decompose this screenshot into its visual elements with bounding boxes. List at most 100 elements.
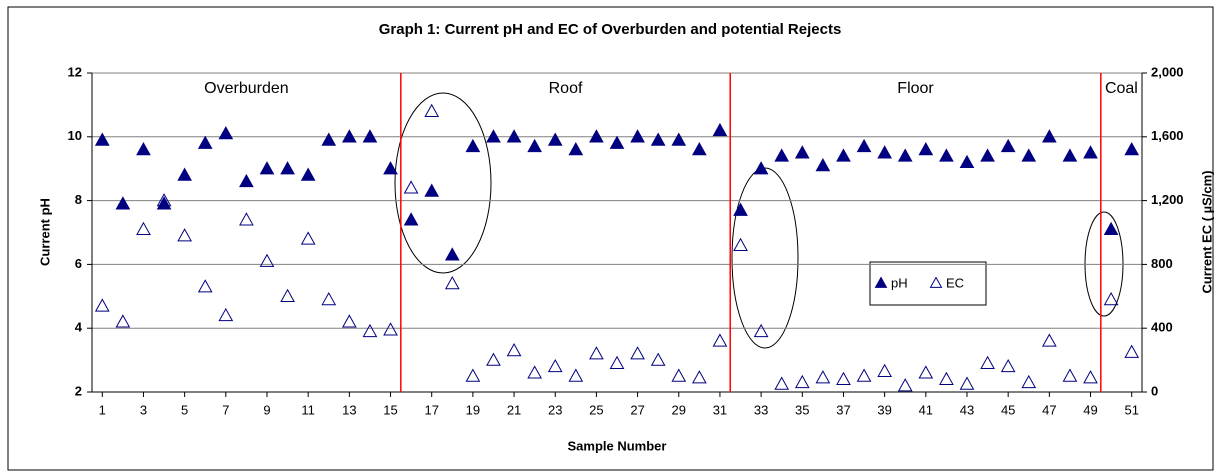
- x-tick-label: 1: [99, 402, 106, 417]
- data-point: [815, 157, 831, 172]
- data-point: [609, 355, 625, 369]
- x-tick-label: 25: [589, 402, 603, 417]
- data-point: [650, 352, 666, 366]
- data-point: [465, 368, 481, 382]
- data-point: [1000, 358, 1016, 373]
- data-point: [897, 148, 913, 162]
- x-tick-label: 47: [1042, 402, 1056, 417]
- data-point: [444, 276, 460, 290]
- data-point: [259, 253, 275, 267]
- data-point: [980, 148, 995, 162]
- data-point: [197, 135, 213, 149]
- x-axis-title: Sample Number: [568, 438, 667, 453]
- x-tick-label: 29: [672, 402, 686, 417]
- y2-tick-label: 1,600: [1151, 128, 1184, 143]
- data-point: [424, 103, 440, 117]
- data-point: [897, 378, 913, 392]
- data-point: [836, 371, 851, 385]
- data-point: [321, 291, 337, 306]
- plot-area: [91, 72, 1143, 393]
- data-point: [1103, 221, 1119, 236]
- data-point: [815, 370, 831, 384]
- x-tick-label: 43: [960, 402, 974, 417]
- data-point: [1021, 374, 1037, 389]
- y-tick-label: 10: [68, 128, 82, 143]
- data-point: [197, 279, 213, 293]
- data-point: [918, 365, 934, 379]
- data-point: [836, 148, 851, 162]
- data-point: [568, 142, 584, 156]
- data-point: [1083, 145, 1098, 159]
- x-tick-label: 33: [754, 402, 768, 417]
- region-label: Overburden: [204, 80, 289, 97]
- data-point: [712, 333, 728, 347]
- data-point: [568, 368, 584, 382]
- data-point: [918, 142, 934, 156]
- data-point: [136, 221, 151, 236]
- legend-label: EC: [946, 275, 964, 290]
- data-point: [156, 193, 172, 207]
- data-point: [239, 173, 254, 188]
- legend-marker: [929, 276, 943, 288]
- data-point: [218, 307, 234, 322]
- data-point: [753, 161, 769, 175]
- x-tick-label: 11: [301, 402, 315, 417]
- data-point: [774, 148, 790, 162]
- x-tick-label: 37: [836, 402, 850, 417]
- data-point: [527, 138, 542, 153]
- data-point: [1000, 138, 1016, 153]
- data-point: [383, 161, 398, 175]
- legend-label: pH: [891, 275, 908, 290]
- data-point: [239, 212, 254, 226]
- data-point: [403, 212, 419, 226]
- data-point: [959, 154, 975, 169]
- x-tick-label: 51: [1124, 402, 1138, 417]
- data-point: [609, 135, 625, 149]
- data-point: [259, 161, 275, 175]
- data-point: [94, 298, 110, 312]
- x-tick-label: 13: [342, 402, 356, 417]
- data-point: [403, 180, 419, 194]
- data-point: [1062, 368, 1078, 382]
- data-point: [794, 374, 810, 389]
- data-point: [383, 322, 398, 336]
- x-tick-label: 35: [795, 402, 809, 417]
- data-point: [547, 358, 563, 373]
- data-point: [506, 343, 522, 357]
- data-point: [794, 145, 810, 159]
- data-point: [877, 145, 892, 159]
- data-point: [280, 161, 295, 175]
- data-point: [300, 231, 316, 245]
- x-tick-label: 49: [1083, 402, 1097, 417]
- y-tick-label: 6: [75, 256, 82, 271]
- data-point: [94, 132, 110, 146]
- data-point: [650, 132, 666, 146]
- legend-box: [869, 261, 987, 306]
- y-tick-label: 12: [68, 64, 82, 79]
- data-point: [733, 237, 748, 251]
- data-point: [342, 129, 357, 143]
- data-point: [753, 323, 769, 338]
- data-point: [362, 129, 378, 143]
- data-point: [527, 365, 542, 379]
- data-point: [342, 314, 357, 328]
- x-tick-label: 31: [713, 402, 727, 417]
- data-point: [177, 167, 192, 181]
- data-point: [671, 368, 687, 382]
- x-tick-label: 19: [466, 402, 480, 417]
- data-point: [980, 355, 995, 369]
- data-point: [856, 138, 872, 153]
- data-point: [547, 132, 563, 146]
- data-point: [1021, 148, 1037, 162]
- y2-tick-label: 800: [1151, 256, 1173, 271]
- data-point: [486, 129, 501, 143]
- data-point: [136, 142, 151, 156]
- data-point: [877, 363, 892, 377]
- data-point: [115, 314, 131, 328]
- data-point: [733, 202, 748, 216]
- y-axis-title: Current pH: [37, 198, 52, 266]
- data-point: [444, 247, 460, 261]
- x-tick-label: 17: [424, 402, 438, 417]
- data-point: [1083, 370, 1098, 384]
- y2-tick-label: 400: [1151, 320, 1173, 335]
